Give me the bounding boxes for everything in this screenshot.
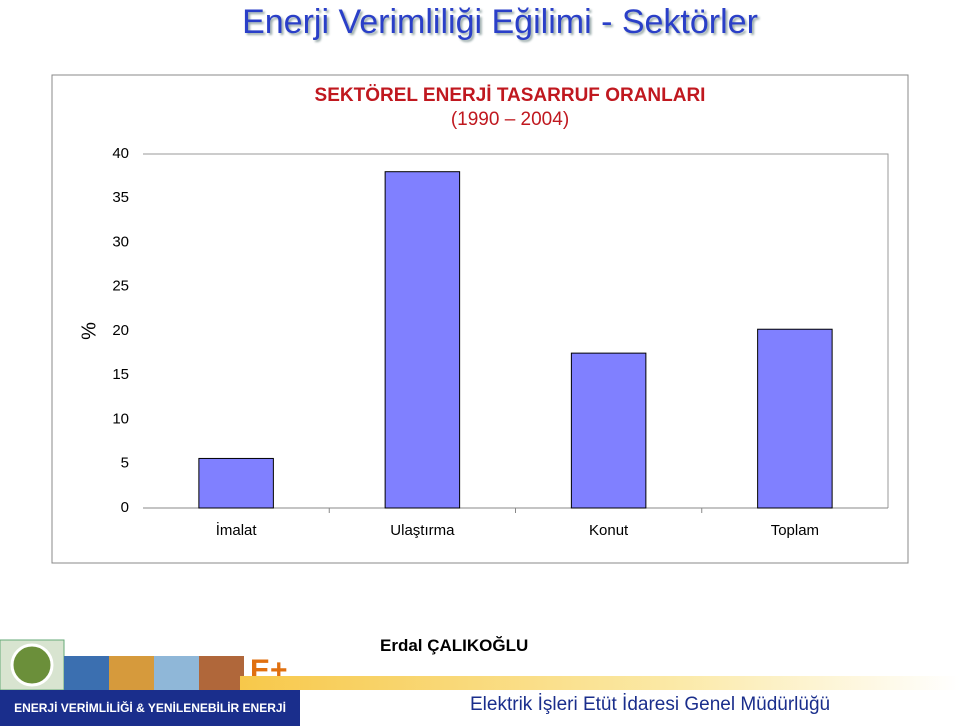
x-tick-label: Toplam: [771, 522, 819, 539]
author: Erdal ÇALIKOĞLU: [380, 636, 529, 655]
plot-border: [143, 153, 889, 508]
y-tick-label: 10: [112, 410, 129, 427]
x-tick-label: Ulaştırma: [390, 522, 455, 539]
photo: [199, 656, 244, 690]
chart-subtitle: (1990 – 2004): [451, 109, 569, 130]
bar: [384, 171, 461, 509]
y-tick-label: 20: [112, 322, 129, 339]
y-tick-label: 35: [112, 189, 129, 206]
x-tick-label: Konut: [589, 522, 629, 539]
y-tick-label: 40: [112, 145, 129, 162]
y-tick-label: 15: [112, 366, 129, 383]
organization: Elektrik İşleri Etüt İdaresi Genel Müdür…: [470, 694, 831, 715]
photo: [154, 656, 199, 690]
x-tick-label: İmalat: [216, 521, 258, 539]
y-tick-label: 25: [112, 278, 129, 295]
bar: [757, 328, 833, 509]
bar: [198, 457, 274, 509]
logo-emblem: [10, 643, 54, 687]
bar: [570, 352, 647, 509]
photo: [109, 656, 154, 690]
y-tick-label: 30: [112, 233, 129, 250]
y-tick-label: 0: [121, 499, 129, 516]
footer-band: [240, 676, 960, 690]
y-tick-label: 5: [121, 455, 129, 472]
slide-title: Enerji Verimliliği Eğilimi - Sektörler: [242, 3, 758, 41]
chart-title: SEKTÖREL ENERJİ TASARRUF ORANLARI: [315, 85, 706, 106]
footer-banner: ENERJİ VERİMLİLİĞİ & YENİLENEBİLİR ENERJ…: [0, 690, 300, 726]
y-axis-label: %: [78, 322, 100, 340]
photo: [64, 656, 109, 690]
